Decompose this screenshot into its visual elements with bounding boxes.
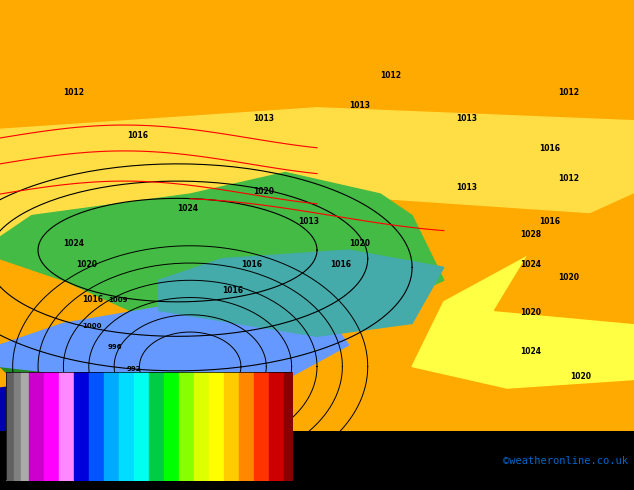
Text: 1020: 1020 bbox=[558, 273, 579, 282]
Text: 1013: 1013 bbox=[298, 217, 319, 226]
Text: 1024: 1024 bbox=[520, 346, 541, 356]
Text: 1012: 1012 bbox=[63, 88, 84, 97]
Polygon shape bbox=[0, 302, 349, 388]
Text: 1013: 1013 bbox=[456, 114, 477, 122]
Polygon shape bbox=[0, 323, 190, 397]
Polygon shape bbox=[412, 250, 634, 388]
Text: 1016: 1016 bbox=[241, 260, 262, 270]
Text: 1028: 1028 bbox=[520, 230, 541, 239]
Text: 1016: 1016 bbox=[539, 144, 560, 153]
Text: 992: 992 bbox=[127, 366, 141, 372]
Text: 1009: 1009 bbox=[108, 297, 127, 303]
Text: 1020: 1020 bbox=[76, 260, 97, 270]
Text: 1016: 1016 bbox=[82, 295, 103, 304]
Polygon shape bbox=[158, 250, 444, 336]
Text: 1013: 1013 bbox=[456, 183, 477, 192]
Text: 1013: 1013 bbox=[254, 114, 275, 122]
Text: 1016: 1016 bbox=[330, 260, 351, 270]
Text: ©weatheronline.co.uk: ©weatheronline.co.uk bbox=[503, 456, 628, 466]
Text: 1016: 1016 bbox=[539, 217, 560, 226]
Text: 1024: 1024 bbox=[63, 239, 84, 248]
Text: 1012: 1012 bbox=[558, 88, 579, 97]
Polygon shape bbox=[495, 194, 634, 323]
Text: 1012: 1012 bbox=[380, 71, 401, 79]
Text: 1000: 1000 bbox=[82, 323, 102, 329]
Text: 1020: 1020 bbox=[254, 187, 275, 196]
Text: 1020: 1020 bbox=[349, 239, 370, 248]
Text: 996: 996 bbox=[108, 344, 122, 350]
Text: 1020: 1020 bbox=[571, 372, 592, 381]
Text: 1020: 1020 bbox=[520, 308, 541, 317]
Text: 1012: 1012 bbox=[558, 174, 579, 183]
Text: 980: 980 bbox=[171, 411, 186, 417]
Text: 1024: 1024 bbox=[520, 260, 541, 270]
Text: SLP/Temp. 850 hPa [hPa] ECMWF: SLP/Temp. 850 hPa [hPa] ECMWF bbox=[6, 432, 213, 445]
Text: 976: 976 bbox=[171, 422, 186, 428]
Polygon shape bbox=[0, 367, 254, 431]
Text: 988: 988 bbox=[139, 383, 154, 389]
Polygon shape bbox=[0, 379, 139, 431]
Text: 1013: 1013 bbox=[349, 101, 370, 110]
Text: 984: 984 bbox=[158, 396, 173, 402]
Text: 1016: 1016 bbox=[127, 131, 148, 140]
Text: Su 29-09-2024 18:00 UTC (00+138): Su 29-09-2024 18:00 UTC (00+138) bbox=[399, 432, 628, 445]
Text: 1016: 1016 bbox=[222, 286, 243, 295]
Polygon shape bbox=[0, 172, 444, 345]
Text: 1024: 1024 bbox=[178, 204, 198, 213]
